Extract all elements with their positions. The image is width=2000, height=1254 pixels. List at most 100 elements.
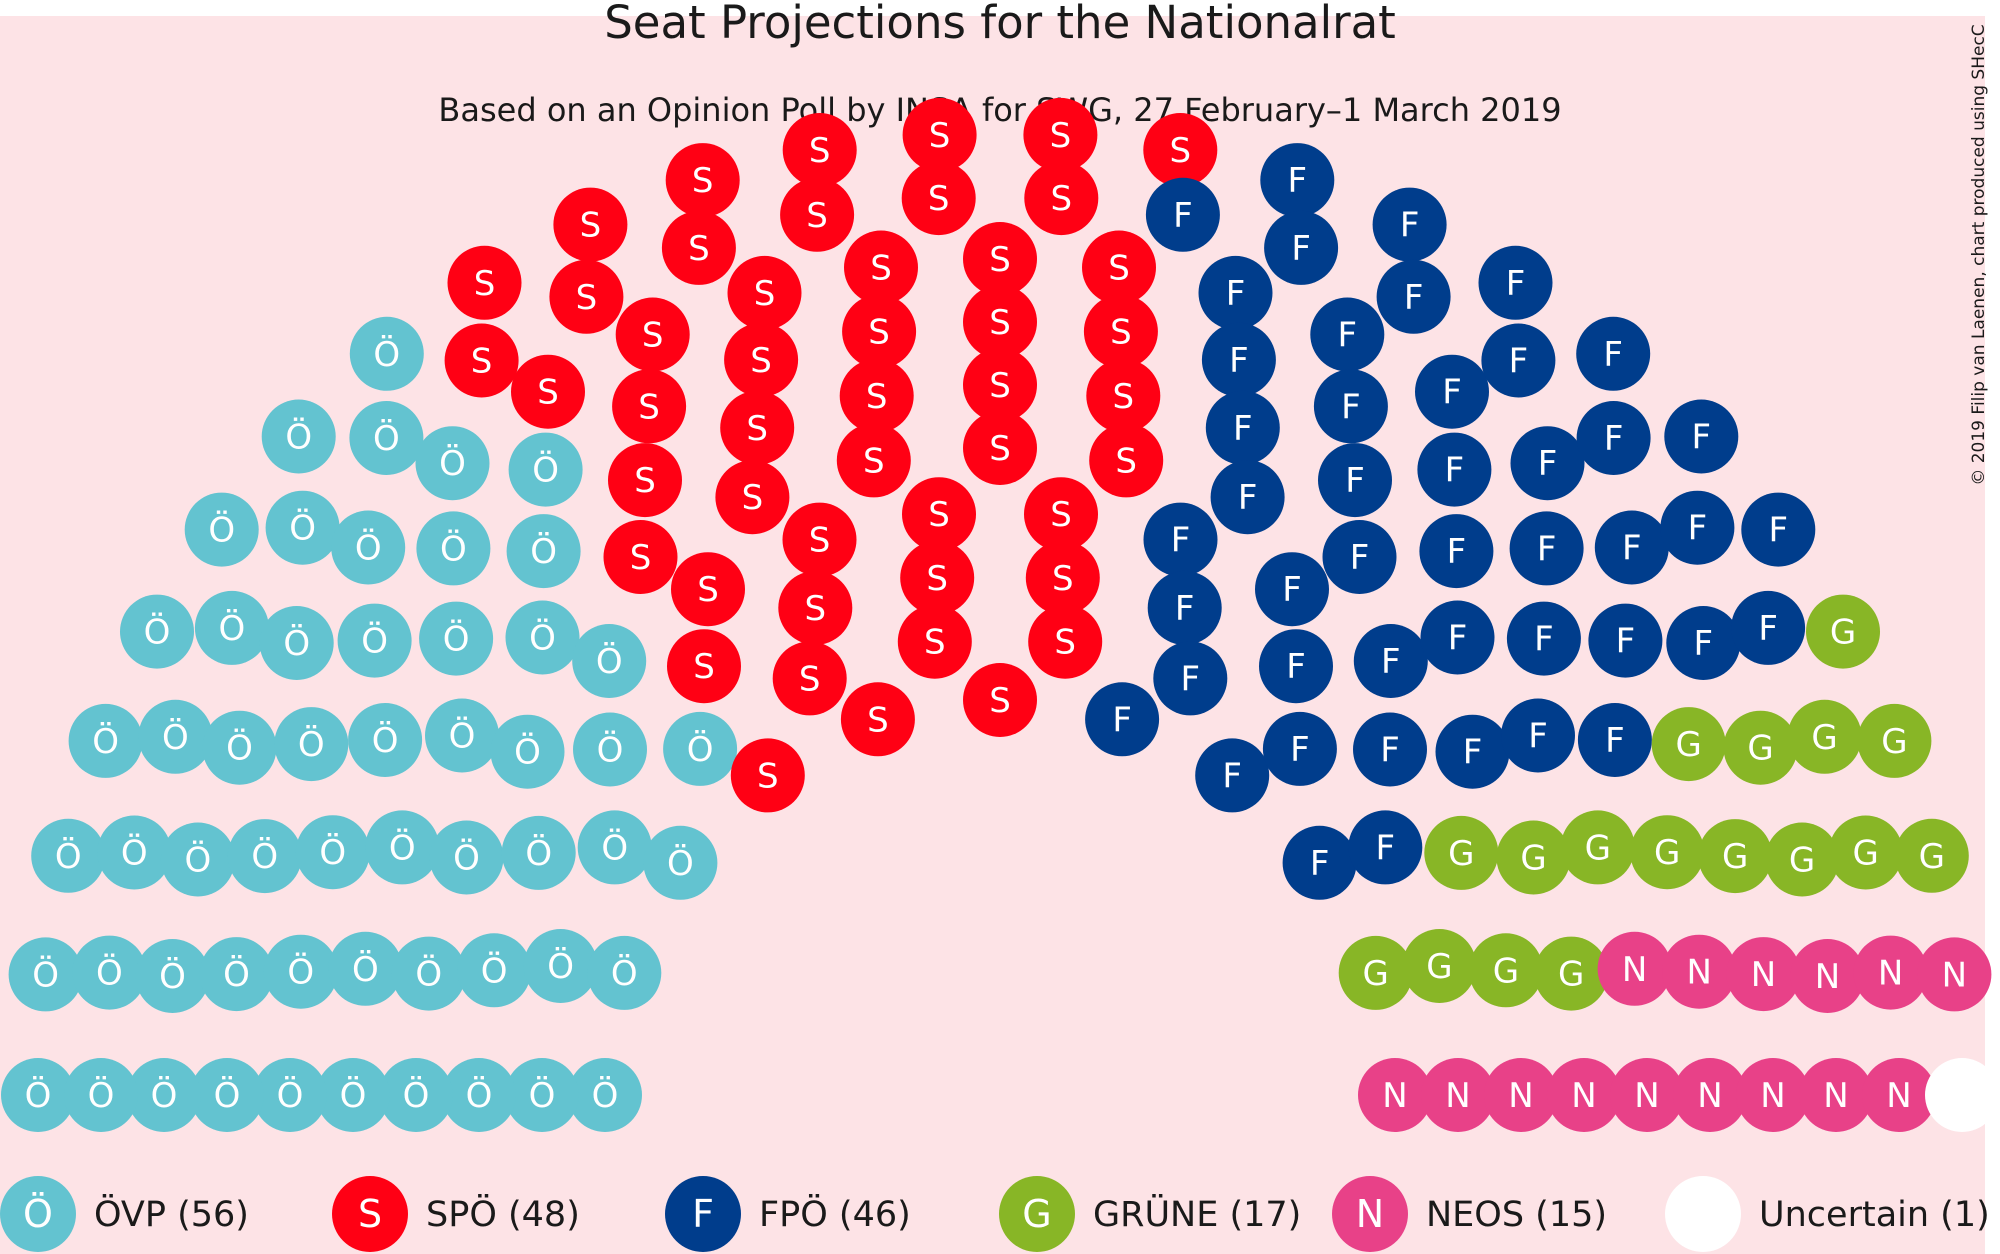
seat--vp — [259, 606, 334, 680]
seat-label--vp: Ö — [352, 949, 379, 990]
legend-swatch-sp- — [332, 1176, 408, 1252]
seat-fp- — [1576, 401, 1651, 475]
seat--vp — [295, 815, 370, 890]
seat-sp- — [836, 423, 911, 498]
seat-label-sp-: S — [806, 196, 828, 236]
seat-label-sp-: S — [989, 240, 1011, 280]
seat-sp- — [1025, 540, 1100, 615]
seat-label-sp-: S — [688, 229, 710, 269]
seat-label--vp: Ö — [289, 508, 316, 549]
seat-label-sp-: S — [924, 623, 946, 663]
seat-label--vp: Ö — [223, 954, 250, 995]
seat-label-fp-: F — [1341, 387, 1361, 427]
seat-neos — [1862, 1058, 1936, 1132]
seat-label--vp: Ö — [226, 728, 253, 769]
legend-label-uncertain: Uncertain (1) — [1759, 1195, 1990, 1235]
seat--vp — [490, 714, 565, 789]
legend-letter--vp: Ö — [23, 1192, 53, 1236]
seat-sp- — [447, 245, 522, 320]
seat-label--vp: Ö — [453, 838, 480, 879]
seat-fp- — [1509, 511, 1584, 586]
seat-label-fp-: F — [1173, 196, 1193, 236]
seat--vp — [68, 703, 143, 778]
seat-fp- — [1741, 492, 1816, 567]
seat--vp — [416, 511, 491, 586]
seat-label-fp-: F — [1282, 570, 1302, 610]
seat-label-neos: N — [1942, 955, 1967, 995]
seat-label-fp-: F — [1380, 731, 1400, 771]
seat-fp- — [1153, 641, 1228, 716]
seat-fp- — [1310, 297, 1385, 372]
seat-gr-ne — [1894, 818, 1969, 893]
seat--vp — [227, 819, 302, 894]
seat-sp- — [901, 161, 976, 236]
seat-fp- — [1376, 259, 1451, 334]
seat-sp- — [1089, 423, 1164, 498]
seat-label-sp-: S — [693, 647, 715, 687]
seat--vp — [265, 490, 340, 565]
seat-fp- — [1264, 210, 1339, 285]
seat-gr-ne — [1765, 822, 1840, 897]
seat-label-fp-: F — [1112, 700, 1132, 740]
seat-fp- — [1353, 624, 1428, 698]
seat-gr-ne — [1787, 699, 1862, 774]
legend-swatch-fp- — [665, 1176, 741, 1252]
seat-label--vp: Ö — [92, 721, 119, 762]
seat-label-sp-: S — [928, 495, 950, 535]
seat-sp- — [671, 552, 745, 627]
seat-fp- — [1353, 712, 1427, 787]
seat-sp- — [963, 285, 1037, 359]
seat-label-fp-: F — [1291, 229, 1311, 269]
seat-sp- — [603, 520, 678, 594]
seat--vp — [97, 815, 172, 890]
seat-label-gr-ne: G — [1558, 955, 1584, 995]
seat-label-sp-: S — [642, 316, 664, 356]
seat-label-fp-: F — [1350, 538, 1370, 578]
seat--vp — [508, 432, 583, 507]
seat-label--vp: Ö — [532, 450, 559, 491]
seat-fp- — [1417, 432, 1492, 507]
seat-label-gr-ne: G — [1676, 725, 1702, 765]
seat--vp — [194, 590, 269, 665]
seat-label-sp-: S — [863, 441, 885, 481]
seat-label-sp-: S — [580, 206, 602, 246]
seat--vp — [274, 707, 349, 782]
seat-label-gr-ne: G — [1722, 837, 1748, 877]
seat-label-fp-: F — [1758, 609, 1778, 649]
seat-fp- — [1666, 606, 1741, 680]
seat--vp — [419, 601, 494, 676]
seat-label--vp: Ö — [403, 1075, 430, 1116]
seat-label--vp: Ö — [214, 1075, 241, 1116]
legend-letter-fp-: F — [692, 1192, 714, 1236]
seat--vp — [202, 710, 277, 785]
seat-fp- — [1588, 603, 1663, 678]
seat-label-fp-: F — [1534, 620, 1554, 660]
seat-sp- — [1024, 477, 1098, 552]
seat-sp- — [444, 323, 519, 398]
seat-label-sp-: S — [742, 478, 764, 518]
seat--vp — [505, 1058, 579, 1132]
seat-fp- — [1348, 810, 1423, 885]
seat-label-fp-: F — [1226, 274, 1246, 314]
seat-fp- — [1145, 177, 1220, 252]
seat--vp — [643, 825, 718, 900]
seat--vp — [442, 1058, 516, 1132]
seat-gr-ne — [1651, 707, 1726, 782]
seat--vp — [64, 1058, 138, 1132]
seat-fp- — [1085, 682, 1160, 757]
seat-label--vp: Ö — [525, 833, 552, 874]
seat-fp- — [1322, 520, 1397, 594]
seat-gr-ne — [1338, 935, 1413, 1010]
seat-label-sp-: S — [1110, 313, 1132, 353]
seat-sp- — [612, 369, 687, 444]
seat-label--vp: Ö — [481, 950, 508, 991]
seat-label-fp-: F — [1381, 642, 1401, 682]
seat--vp — [31, 818, 106, 893]
seat-gr-ne — [1723, 710, 1798, 785]
legend-label-neos: NEOS (15) — [1426, 1195, 1607, 1235]
seat-sp- — [549, 259, 624, 334]
seat-label-sp-: S — [1052, 559, 1074, 599]
seat-label--vp: Ö — [251, 836, 278, 877]
seat-neos — [1547, 1058, 1621, 1132]
seat--vp — [331, 510, 406, 585]
